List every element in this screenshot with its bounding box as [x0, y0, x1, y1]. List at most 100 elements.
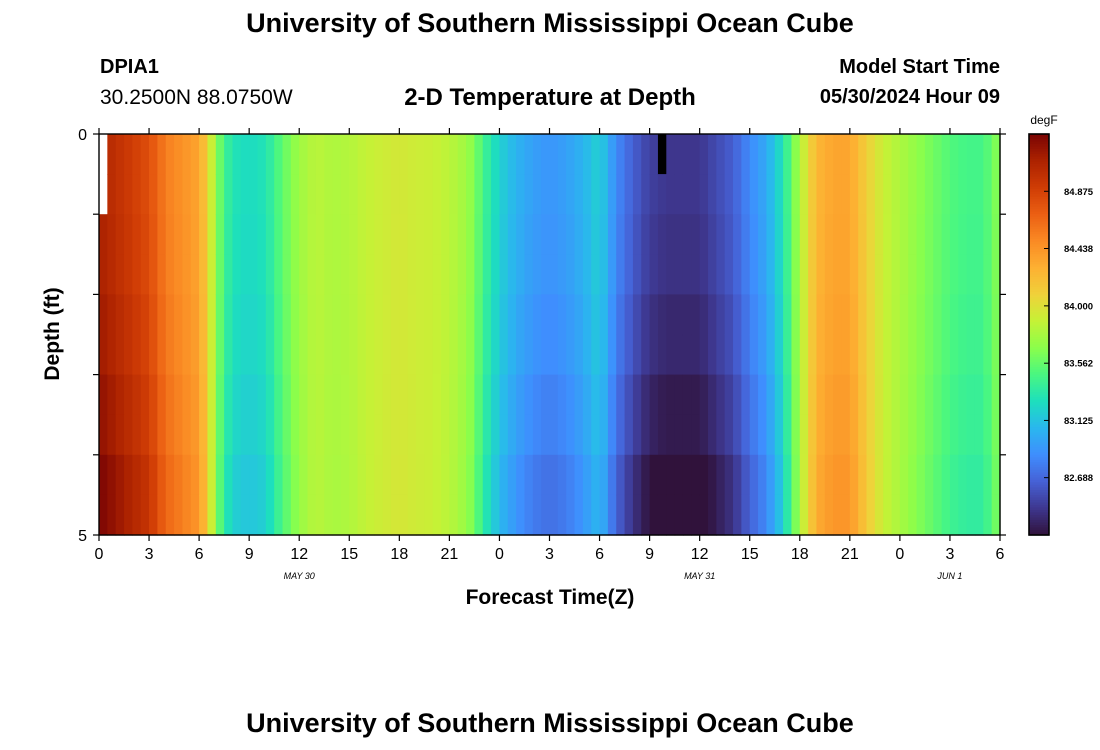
heatmap-cell	[499, 374, 509, 416]
heatmap-cell	[774, 374, 784, 416]
heatmap-cell	[307, 214, 317, 255]
heatmap-cell	[532, 294, 542, 336]
heatmap-cell	[332, 214, 342, 255]
heatmap-cell	[182, 254, 192, 295]
heatmap-cell	[307, 414, 317, 456]
heatmap-cell	[482, 334, 492, 376]
heatmap-cell	[215, 334, 225, 376]
heatmap-cell	[824, 134, 834, 175]
heatmap-cell	[274, 214, 284, 255]
heatmap-cell	[140, 414, 150, 456]
heatmap-cell	[290, 134, 300, 175]
heatmap-cell	[541, 214, 551, 255]
heatmap-cell	[883, 134, 893, 175]
heatmap-cell	[357, 294, 367, 336]
heatmap-cell	[816, 254, 826, 295]
heatmap-cell	[949, 454, 959, 496]
heatmap-cell	[324, 374, 334, 416]
heatmap-cell	[774, 294, 784, 336]
heatmap-cell	[107, 494, 117, 536]
heatmap-cell	[674, 334, 684, 376]
heatmap-cell	[716, 374, 726, 416]
heatmap-cell	[791, 174, 801, 215]
heatmap-cell	[499, 214, 509, 255]
heatmap-cell	[424, 214, 434, 255]
heatmap-cell	[924, 414, 934, 456]
colorbar-swatch	[1029, 249, 1049, 253]
heatmap-cell	[416, 454, 425, 496]
heatmap-cell	[365, 294, 375, 336]
colorbar-swatch	[1029, 154, 1049, 158]
heatmap-cell	[649, 214, 659, 255]
heatmap-cell	[149, 294, 158, 336]
heatmap-cell	[641, 374, 651, 416]
heatmap-cell	[365, 494, 375, 536]
heatmap-cell	[624, 454, 634, 496]
heatmap-cell	[616, 374, 626, 416]
heatmap-cell	[641, 214, 651, 255]
heatmap-cell	[949, 334, 959, 376]
heatmap-cell	[182, 414, 192, 456]
model-start-value: 05/30/2024 Hour 09	[819, 86, 1000, 108]
heatmap-cell	[282, 494, 292, 536]
colorbar-swatch	[1029, 206, 1049, 210]
heatmap-cell	[858, 414, 868, 456]
heatmap-cell	[691, 254, 701, 295]
colorbar-swatch	[1029, 216, 1049, 220]
heatmap-cell	[733, 334, 742, 376]
colorbar-swatch	[1029, 384, 1049, 388]
heatmap-cell	[591, 374, 601, 416]
colorbar-swatch	[1029, 404, 1049, 408]
heatmap-cell	[866, 174, 876, 215]
heatmap-cell	[733, 214, 742, 255]
heatmap-cell	[466, 374, 476, 416]
heatmap-cell	[624, 214, 634, 255]
heatmap-cell	[199, 374, 209, 416]
heatmap-cell	[874, 374, 884, 416]
heatmap-cell	[449, 334, 459, 376]
heatmap-cell	[182, 294, 192, 336]
heatmap-cell	[474, 494, 484, 536]
heatmap-cell	[708, 414, 717, 456]
heatmap-cell	[149, 414, 158, 456]
heatmap-cell	[207, 254, 217, 295]
heatmap-cell	[182, 174, 192, 215]
heatmap-cell	[783, 334, 793, 376]
heatmap-cell	[315, 494, 325, 536]
heatmap-cell	[966, 374, 976, 416]
heatmap-cell	[549, 374, 559, 416]
heatmap-cell	[941, 454, 951, 496]
heatmap-cell	[991, 414, 1001, 456]
heatmap-cell	[991, 334, 1001, 376]
heatmap-cell	[657, 294, 667, 336]
heatmap-cell	[849, 414, 859, 456]
heatmap-cell	[758, 294, 767, 336]
colorbar-swatch	[1029, 161, 1049, 165]
colorbar-swatch	[1029, 174, 1049, 178]
heatmap-cell	[157, 174, 167, 215]
colorbar-swatch	[1029, 166, 1049, 170]
heatmap-cell	[165, 374, 175, 416]
heatmap-cell	[632, 214, 642, 255]
heatmap-cell	[207, 294, 217, 336]
heatmap-cell	[682, 294, 692, 336]
heatmap-cell	[749, 254, 759, 295]
heatmap-cell	[265, 214, 275, 255]
heatmap-cell	[566, 374, 576, 416]
heatmap-cell	[716, 254, 726, 295]
colorbar-swatch	[1029, 281, 1049, 285]
heatmap-cell	[833, 294, 843, 336]
heatmap-cell	[382, 294, 392, 336]
heatmap-cell	[649, 174, 659, 215]
x-tick-label: 15	[340, 546, 358, 563]
colorbar-swatch	[1029, 244, 1049, 248]
heatmap-cell	[649, 494, 659, 536]
heatmap-cell	[891, 374, 901, 416]
heatmap-cell	[916, 254, 926, 295]
heatmap-cell	[299, 214, 309, 255]
heatmap-cell	[866, 214, 876, 255]
heatmap-cell	[833, 334, 843, 376]
heatmap-cell	[107, 454, 117, 496]
model-start-label: Model Start Time	[839, 56, 1000, 78]
heatmap-cell	[249, 454, 259, 496]
